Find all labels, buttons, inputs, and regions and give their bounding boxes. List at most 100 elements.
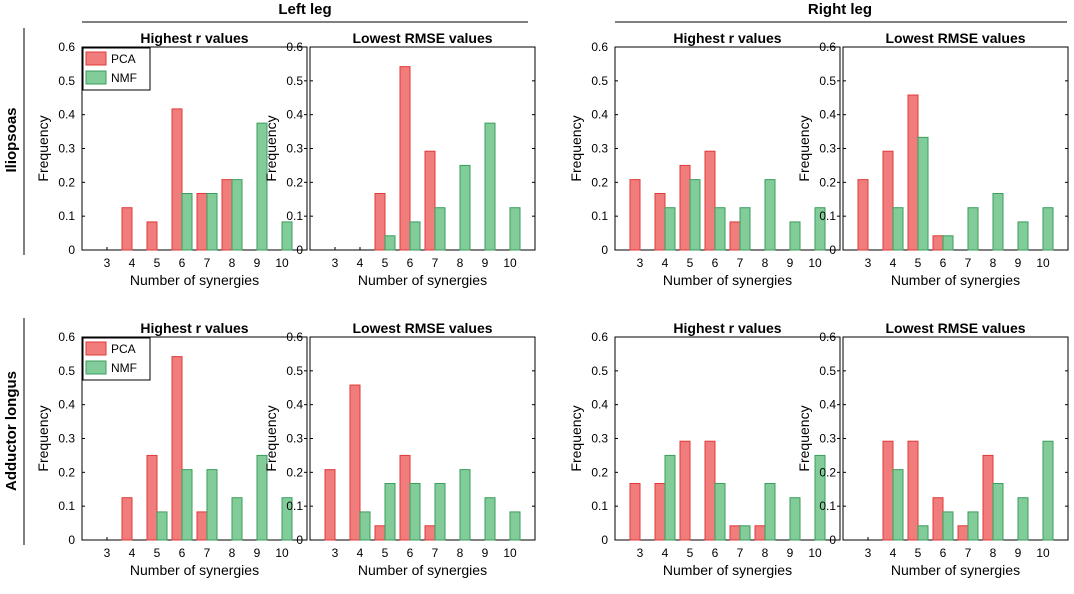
bar-nmf-10 [1042,207,1054,251]
x-tick-label: 4 [890,256,897,270]
bar-nmf-7 [739,525,751,541]
y-tick-label: 0.6 [286,330,303,344]
bar-nmf-9 [1017,497,1029,541]
x-tick-label: 3 [332,256,339,270]
x-tick-label: 3 [104,256,111,270]
y-tick-label: 0.4 [286,108,303,122]
y-tick-label: 0.4 [819,398,836,412]
y-tick-label: 0.5 [58,74,75,88]
bar-pca-7 [729,221,741,251]
chart-title: Lowest RMSE values [885,320,1025,336]
bar-nmf-4 [892,469,904,541]
y-tick-label: 0.1 [58,209,75,223]
x-tick-label: 7 [204,256,211,270]
chart-title: Highest r values [673,30,781,46]
x-tick-label: 8 [990,256,997,270]
x-tick-label: 3 [865,256,872,270]
axes-box [842,46,1069,251]
bar-nmf-6 [409,482,421,541]
bar-nmf-10 [1042,440,1054,541]
bar-pca-7 [424,525,436,541]
x-tick-label: 7 [432,256,439,270]
x-tick-label: 8 [990,546,997,560]
y-axis-label: Frequency [796,405,812,471]
x-tick-label: 5 [687,256,694,270]
x-tick-label: 10 [1036,256,1050,270]
y-tick-label: 0.6 [819,40,836,54]
x-tick-label: 4 [129,546,136,560]
bar-nmf-5 [689,179,701,251]
chart-title: Highest r values [673,320,781,336]
y-tick-label: 0.3 [286,142,303,156]
bar-pca-6 [171,356,183,541]
y-tick-label: 0.6 [58,40,75,54]
legend-swatch-nmf [85,70,107,85]
bar-nmf-6 [714,207,726,251]
bar-pca-4 [121,207,133,251]
bar-nmf-8 [459,469,471,541]
bar-pca-3 [324,469,336,541]
bar-pca-4 [349,384,361,541]
bar-pca-8 [982,454,994,541]
bar-pca-6 [932,235,944,251]
y-tick-label: 0.2 [58,175,75,189]
x-tick-label: 6 [712,546,719,560]
bar-nmf-4 [892,207,904,251]
bar-nmf-4 [664,207,676,251]
chart-title: Highest r values [140,320,248,336]
y-tick-label: 0 [829,243,836,257]
x-tick-label: 7 [204,546,211,560]
x-tick-label: 9 [787,256,794,270]
bar-nmf-6 [942,235,954,251]
bar-nmf-4 [664,454,676,541]
bar-pca-3 [629,179,641,251]
bar-nmf-7 [206,469,218,541]
x-tick-label: 10 [503,546,517,560]
bar-nmf-5 [917,525,929,541]
chart-panel-iliopsoas-right-r: 0 0.1 0.2 0.3 0.4 0.5 0.6 3 4 5 6 7 8 9 10 Highest r va… [568,30,841,288]
y-tick-label: 0 [296,243,303,257]
row-label-iliopsoas: Iliopsoas [3,107,20,172]
y-tick-label: 0.4 [591,398,608,412]
x-tick-label: 9 [1015,546,1022,560]
bar-nmf-6 [714,482,726,541]
bar-nmf-10 [814,454,826,541]
bar-pca-5 [907,440,919,541]
legend-label-nmf: NMF [111,361,137,375]
bar-pca-7 [424,150,436,251]
bar-pca-6 [932,497,944,541]
bar-nmf-6 [181,192,193,251]
y-tick-label: 0.1 [286,499,303,513]
y-tick-label: 0.2 [286,175,303,189]
x-tick-label: 6 [940,546,947,560]
x-tick-label: 3 [104,546,111,560]
y-tick-label: 0 [601,533,608,547]
x-tick-label: 3 [865,546,872,560]
bar-pca-4 [121,497,133,541]
x-tick-label: 4 [662,546,669,560]
x-tick-label: 4 [357,546,364,560]
y-tick-label: 0.4 [819,108,836,122]
chart-title: Lowest RMSE values [352,320,492,336]
bar-nmf-7 [967,511,979,541]
bar-nmf-5 [917,136,929,251]
chart-panel-iliopsoas-left-r: 0 0.1 0.2 0.3 0.4 0.5 0.6 3 4 5 6 7 8 9 10 Highest r va… [35,30,308,288]
x-tick-label: 9 [1015,256,1022,270]
y-tick-label: 0.3 [591,142,608,156]
x-tick-label: 6 [940,256,947,270]
y-tick-label: 0.6 [819,330,836,344]
y-tick-label: 0.1 [58,499,75,513]
bar-pca-7 [196,192,208,251]
y-tick-label: 0.6 [591,40,608,54]
x-tick-label: 3 [637,546,644,560]
chart-panel-adductor-right-rmse: 0 0.1 0.2 0.3 0.4 0.5 0.6 3 4 5 6 7 8 9 10 Lowest RMSE … [796,320,1069,578]
x-tick-label: 3 [332,546,339,560]
y-tick-label: 0.4 [591,108,608,122]
bar-nmf-7 [967,207,979,251]
x-tick-label: 5 [915,546,922,560]
x-tick-label: 4 [357,256,364,270]
x-tick-label: 7 [965,256,972,270]
y-tick-label: 0.2 [591,465,608,479]
bar-pca-7 [729,525,741,541]
y-tick-label: 0.5 [58,364,75,378]
